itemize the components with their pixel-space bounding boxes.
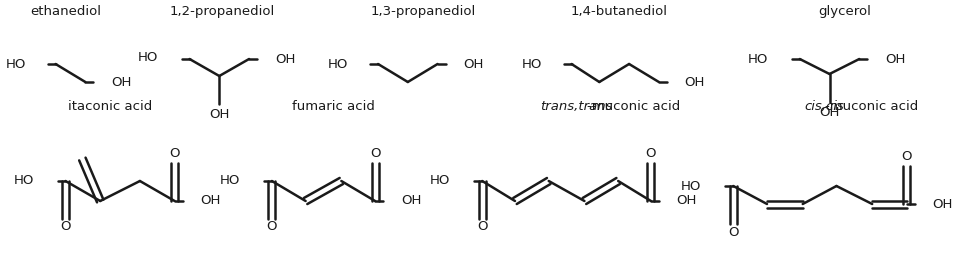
Text: glycerol: glycerol (818, 4, 871, 18)
Text: OH: OH (275, 53, 295, 66)
Text: HO: HO (138, 51, 158, 63)
Text: O: O (169, 147, 180, 160)
Text: O: O (901, 149, 912, 162)
Text: O: O (646, 147, 657, 160)
Text: OH: OH (401, 195, 421, 207)
Text: O: O (728, 226, 739, 239)
Text: OH: OH (463, 57, 483, 70)
Text: OH: OH (200, 195, 221, 207)
Text: HO: HO (747, 53, 768, 66)
Text: -muconic acid: -muconic acid (825, 99, 918, 112)
Text: HO: HO (430, 175, 451, 188)
Text: O: O (477, 220, 487, 234)
Text: fumaric acid: fumaric acid (292, 99, 375, 112)
Text: ethanediol: ethanediol (30, 4, 101, 18)
Text: O: O (369, 147, 380, 160)
Text: cis,cis: cis,cis (805, 99, 844, 112)
Text: OH: OH (684, 76, 705, 89)
Text: OH: OH (819, 105, 839, 119)
Text: O: O (60, 220, 71, 234)
Text: -muconic acid: -muconic acid (588, 99, 680, 112)
Text: itaconic acid: itaconic acid (68, 99, 152, 112)
Text: HO: HO (220, 175, 240, 188)
Text: 1,3-propanediol: 1,3-propanediol (370, 4, 476, 18)
Text: HO: HO (328, 57, 348, 70)
Text: OH: OH (111, 76, 131, 89)
Text: HO: HO (13, 175, 33, 188)
Text: 1,2-propanediol: 1,2-propanediol (169, 4, 275, 18)
Text: OH: OH (210, 107, 230, 120)
Text: OH: OH (885, 53, 905, 66)
Text: HO: HO (6, 57, 26, 70)
Text: OH: OH (933, 198, 953, 211)
Text: trans,trans: trans,trans (541, 99, 612, 112)
Text: HO: HO (681, 179, 701, 192)
Text: HO: HO (522, 57, 542, 70)
Text: OH: OH (677, 195, 697, 207)
Text: O: O (267, 220, 278, 234)
Text: 1,4-butanediol: 1,4-butanediol (570, 4, 668, 18)
